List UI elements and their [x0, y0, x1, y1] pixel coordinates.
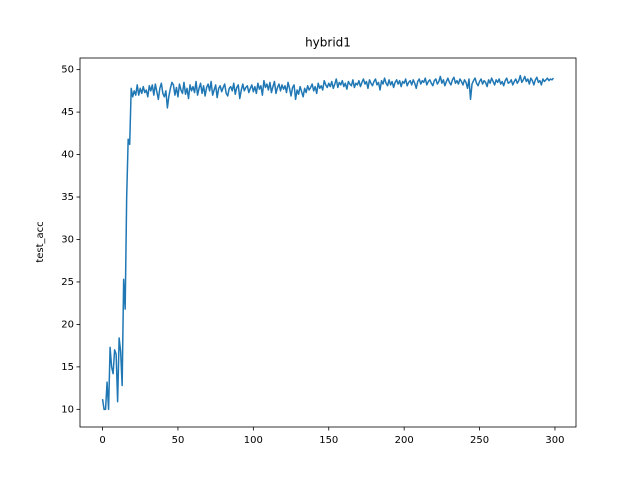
- y-axis-label: test_acc: [35, 221, 46, 262]
- y-tick-label: 35: [61, 192, 74, 203]
- x-tick-label: 100: [244, 435, 263, 446]
- y-tick-label: 10: [61, 404, 74, 415]
- chart-title: hybrid1: [305, 36, 351, 50]
- y-tick-label: 50: [61, 65, 74, 76]
- y-tick-label: 15: [61, 362, 74, 373]
- x-tick-label: 250: [470, 435, 489, 446]
- x-tick-label: 200: [395, 435, 414, 446]
- x-tick-label: 300: [545, 435, 564, 446]
- x-tick-label: 0: [99, 435, 105, 446]
- plot-frame: [79, 57, 577, 428]
- y-tick-label: 45: [61, 107, 74, 118]
- y-tick-label: 40: [61, 150, 74, 161]
- y-tick-label: 30: [61, 234, 74, 245]
- y-tick-label: 25: [61, 277, 74, 288]
- data-line: [101, 74, 555, 411]
- x-tick-label: 150: [319, 435, 338, 446]
- y-tick-label: 20: [61, 319, 74, 330]
- x-tick-label: 50: [172, 435, 185, 446]
